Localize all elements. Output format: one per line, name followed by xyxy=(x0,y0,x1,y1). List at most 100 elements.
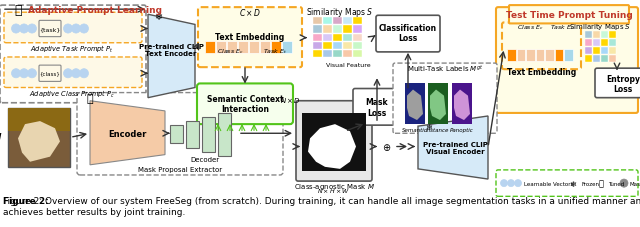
FancyBboxPatch shape xyxy=(4,13,142,44)
Bar xyxy=(609,48,616,55)
Text: Pre-trained CLIP
Text Encoder: Pre-trained CLIP Text Encoder xyxy=(139,44,204,57)
FancyBboxPatch shape xyxy=(39,21,61,37)
Bar xyxy=(353,18,362,25)
FancyBboxPatch shape xyxy=(509,6,629,24)
Text: {class}: {class} xyxy=(40,72,60,76)
Bar xyxy=(343,42,352,50)
Text: Mask Proposal Extractor: Mask Proposal Extractor xyxy=(138,166,222,172)
Bar xyxy=(238,42,248,54)
Bar xyxy=(554,50,563,62)
Text: Tuned: Tuned xyxy=(608,181,624,186)
FancyBboxPatch shape xyxy=(0,6,146,103)
Text: Similarity Maps $S$: Similarity Maps $S$ xyxy=(306,6,374,19)
Text: Semantic Context
Interaction: Semantic Context Interaction xyxy=(207,95,284,114)
Text: Adaptive Class Prompt $P_c$: Adaptive Class Prompt $P_c$ xyxy=(29,88,115,99)
Text: $Class\ E_c$: $Class\ E_c$ xyxy=(216,47,243,56)
FancyBboxPatch shape xyxy=(77,93,283,175)
Bar xyxy=(333,42,342,50)
Text: 🔥: 🔥 xyxy=(14,4,22,17)
Text: Pre-trained CLIP
Visual Encoder: Pre-trained CLIP Visual Encoder xyxy=(422,141,488,154)
FancyBboxPatch shape xyxy=(4,58,142,88)
Polygon shape xyxy=(430,90,446,121)
Text: Multi-Task Labels $M^{gt}$: Multi-Task Labels $M^{gt}$ xyxy=(406,62,483,73)
Text: 🔥: 🔥 xyxy=(598,179,604,188)
Bar xyxy=(343,51,352,58)
Text: Instance: Instance xyxy=(426,128,450,133)
Circle shape xyxy=(508,180,515,187)
Text: $Task\ E_t$: $Task\ E_t$ xyxy=(263,47,287,56)
Bar xyxy=(593,39,600,47)
Bar xyxy=(218,114,231,156)
Text: ❄️: ❄️ xyxy=(570,179,577,188)
Bar xyxy=(313,26,322,33)
Bar xyxy=(271,42,281,54)
Bar xyxy=(585,39,592,47)
Text: Figure 2:: Figure 2: xyxy=(3,196,49,205)
Text: ❄️: ❄️ xyxy=(426,122,433,131)
Text: Mask
Loss: Mask Loss xyxy=(365,98,388,117)
Circle shape xyxy=(380,140,394,154)
Text: Panoptic: Panoptic xyxy=(450,128,474,133)
Bar xyxy=(216,42,226,54)
Text: $Task\ E_t$: $Task\ E_t$ xyxy=(550,23,574,32)
Bar xyxy=(227,42,237,54)
Text: Decoder: Decoder xyxy=(191,156,220,162)
Text: Similarity Maps $S$: Similarity Maps $S$ xyxy=(569,22,631,32)
Text: Adaptive Prompt Learning: Adaptive Prompt Learning xyxy=(28,6,162,15)
FancyBboxPatch shape xyxy=(595,69,640,98)
Text: Classification
Loss: Classification Loss xyxy=(379,24,437,43)
Text: $C \times D$: $C \times D$ xyxy=(239,7,261,18)
Circle shape xyxy=(72,69,81,79)
Bar xyxy=(507,50,515,62)
Circle shape xyxy=(63,25,72,34)
Text: Frozen: Frozen xyxy=(581,181,599,186)
Bar xyxy=(526,50,534,62)
FancyBboxPatch shape xyxy=(393,64,497,134)
Text: Adaptive Task Prompt $P_t$: Adaptive Task Prompt $P_t$ xyxy=(30,44,114,55)
Polygon shape xyxy=(454,90,470,121)
Bar xyxy=(313,51,322,58)
Bar xyxy=(593,56,600,63)
Bar xyxy=(593,48,600,55)
Bar xyxy=(333,51,342,58)
Bar xyxy=(585,56,592,63)
Bar xyxy=(323,35,332,42)
FancyBboxPatch shape xyxy=(39,66,61,82)
Text: $I$: $I$ xyxy=(0,131,3,144)
Bar xyxy=(260,42,270,54)
Bar xyxy=(282,42,292,54)
FancyBboxPatch shape xyxy=(502,23,581,70)
Bar xyxy=(8,108,70,167)
Bar xyxy=(609,39,616,47)
FancyBboxPatch shape xyxy=(496,170,638,197)
Bar xyxy=(302,114,366,171)
Bar xyxy=(205,42,215,54)
Bar xyxy=(343,35,352,42)
Bar xyxy=(202,118,215,152)
Circle shape xyxy=(515,180,522,187)
Bar xyxy=(585,48,592,55)
Text: $\oplus$: $\oplus$ xyxy=(382,141,392,152)
Circle shape xyxy=(620,179,628,187)
Text: Text Embedding: Text Embedding xyxy=(216,33,285,42)
Text: Text Embedding: Text Embedding xyxy=(508,68,577,77)
FancyBboxPatch shape xyxy=(198,8,302,68)
FancyBboxPatch shape xyxy=(496,8,638,114)
Polygon shape xyxy=(308,125,356,169)
Bar xyxy=(343,26,352,33)
Text: Encoder: Encoder xyxy=(108,129,146,138)
Text: Learnable Vectors: Learnable Vectors xyxy=(524,181,573,186)
FancyBboxPatch shape xyxy=(353,89,401,126)
Circle shape xyxy=(12,25,20,34)
Bar xyxy=(516,50,525,62)
Polygon shape xyxy=(18,121,60,162)
Circle shape xyxy=(19,69,29,79)
Bar xyxy=(564,50,573,62)
Circle shape xyxy=(79,69,88,79)
Text: Visual Feature: Visual Feature xyxy=(326,63,371,68)
Circle shape xyxy=(63,69,72,79)
FancyBboxPatch shape xyxy=(197,84,293,125)
Text: Test Time Prompt Tuning: Test Time Prompt Tuning xyxy=(506,11,632,20)
Bar xyxy=(323,18,332,25)
Bar xyxy=(405,84,425,125)
